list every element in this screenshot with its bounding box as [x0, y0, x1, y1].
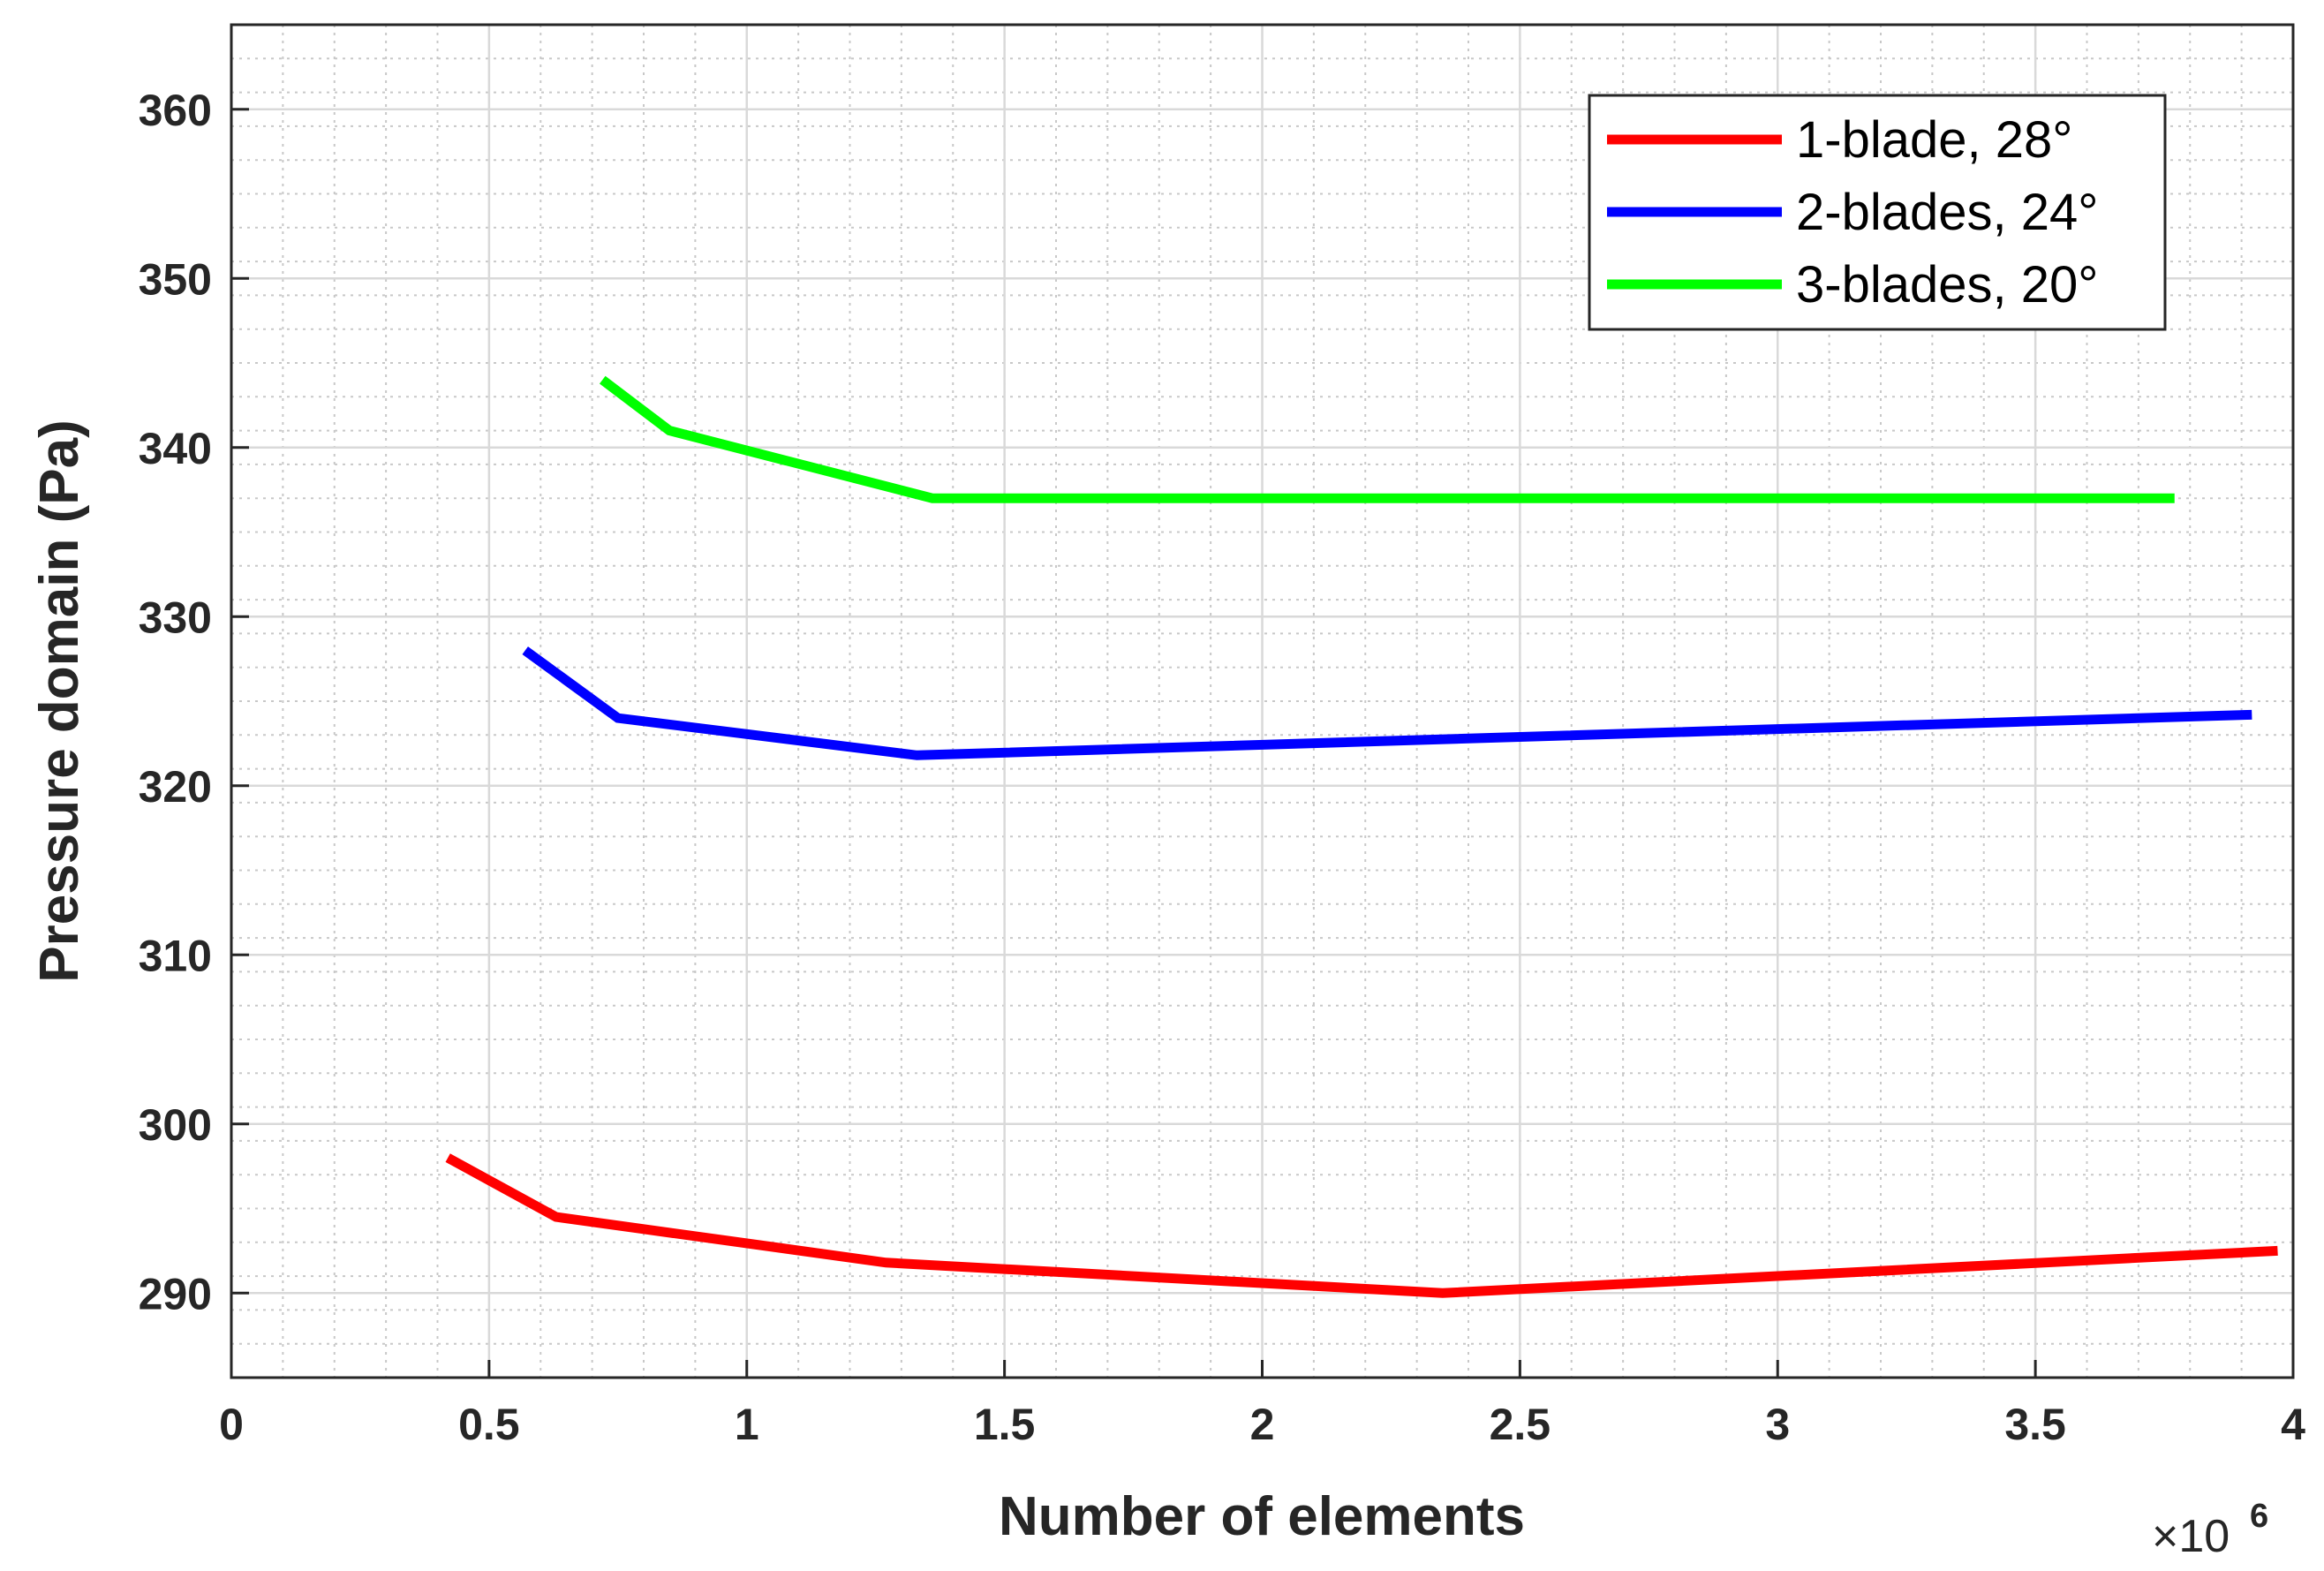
y-tick-label: 300	[139, 1100, 212, 1150]
y-tick-label: 330	[139, 593, 212, 642]
series-line-2	[522, 646, 2252, 760]
series-line-1	[445, 1153, 2278, 1298]
y-tick-label: 310	[139, 931, 212, 980]
x-exponent-power: 6	[2250, 1498, 2268, 1535]
x-axis-ticks: 0 0.5 1 1.5 2 2.5 3 3.5 4	[219, 1360, 2305, 1449]
legend-label-3: 3-blades, 20°	[1796, 256, 2098, 313]
y-tick-label: 340	[139, 424, 212, 473]
legend-label-1: 1-blade, 28°	[1796, 111, 2072, 169]
x-axis-title: Number of elements	[999, 1486, 1525, 1547]
x-tick-label: 1.5	[974, 1400, 1036, 1449]
y-tick-label: 320	[139, 762, 212, 812]
x-tick-label: 1	[735, 1400, 759, 1449]
legend: 1-blade, 28° 2-blades, 24° 3-blades, 20°	[1588, 94, 2167, 331]
y-tick-label: 350	[139, 254, 212, 304]
y-axis-ticks: 290 300 310 320 330 340 350 360	[139, 86, 249, 1318]
series-layer	[445, 375, 2278, 1298]
x-tick-label: 0.5	[458, 1400, 520, 1449]
x-tick-label: 0	[219, 1400, 244, 1449]
y-tick-label: 290	[139, 1269, 212, 1318]
x-exponent-base: ×10	[2152, 1511, 2230, 1562]
x-tick-label: 2	[1250, 1400, 1275, 1449]
x-tick-label: 2.5	[1490, 1400, 1551, 1449]
x-tick-label: 4	[2281, 1400, 2305, 1449]
y-tick-label: 360	[139, 86, 212, 135]
y-axis-title: Pressure domain (Pa)	[29, 419, 90, 982]
x-tick-label: 3	[1765, 1400, 1790, 1449]
series-line-3	[599, 375, 2175, 503]
legend-label-2: 2-blades, 24°	[1796, 184, 2098, 241]
x-axis-exponent: ×10 6	[2152, 1498, 2268, 1562]
x-tick-label: 3.5	[2004, 1400, 2066, 1449]
